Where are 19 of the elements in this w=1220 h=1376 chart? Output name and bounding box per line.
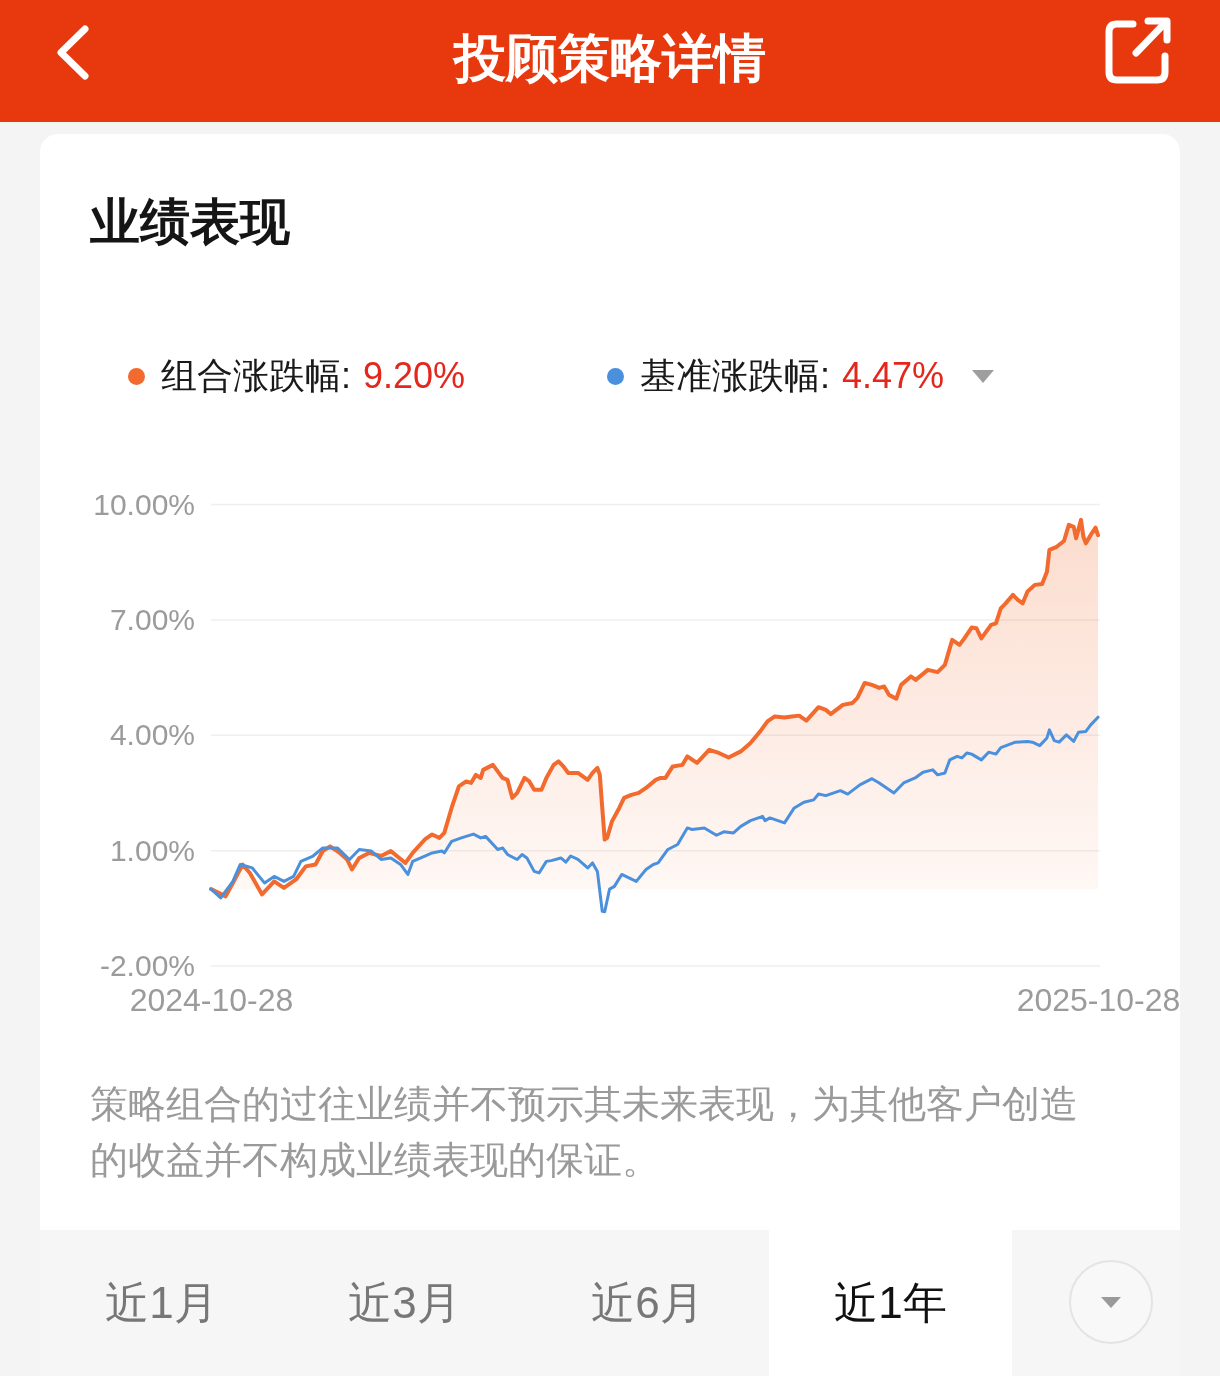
text: 近1月 <box>105 1276 218 1329</box>
text: 近6月 <box>591 1276 704 1329</box>
chart-title: 投顾策略详情 <box>454 28 766 88</box>
x-tick-label: 2024-10-28 <box>129 981 294 1018</box>
legend-label: 组合涨跌幅: <box>161 353 352 398</box>
y-tick-label: -2.00% <box>99 949 195 983</box>
y-tick-label: 7.00% <box>109 602 195 636</box>
text: 近3月 <box>348 1276 461 1329</box>
chart-subtitle: 业绩表现 <box>90 193 290 252</box>
x-tick-label: 2025-10-28 <box>1016 981 1181 1018</box>
y-tick-label: 1.00% <box>109 833 195 867</box>
text: 4.47% <box>842 355 945 397</box>
text: 9.20% <box>363 355 466 397</box>
text: 策略组合的过往业绩并不预示其未来表现，为其他客户创造的收益并不构成业绩表现的保证。 <box>90 1082 1079 1183</box>
text: 近1年 <box>834 1276 947 1329</box>
legend-label: 基准涨跌幅: <box>640 353 831 398</box>
line-series <box>209 715 1100 914</box>
y-tick-label: 10.00% <box>93 487 195 521</box>
y-tick-label: 4.00% <box>109 718 195 752</box>
